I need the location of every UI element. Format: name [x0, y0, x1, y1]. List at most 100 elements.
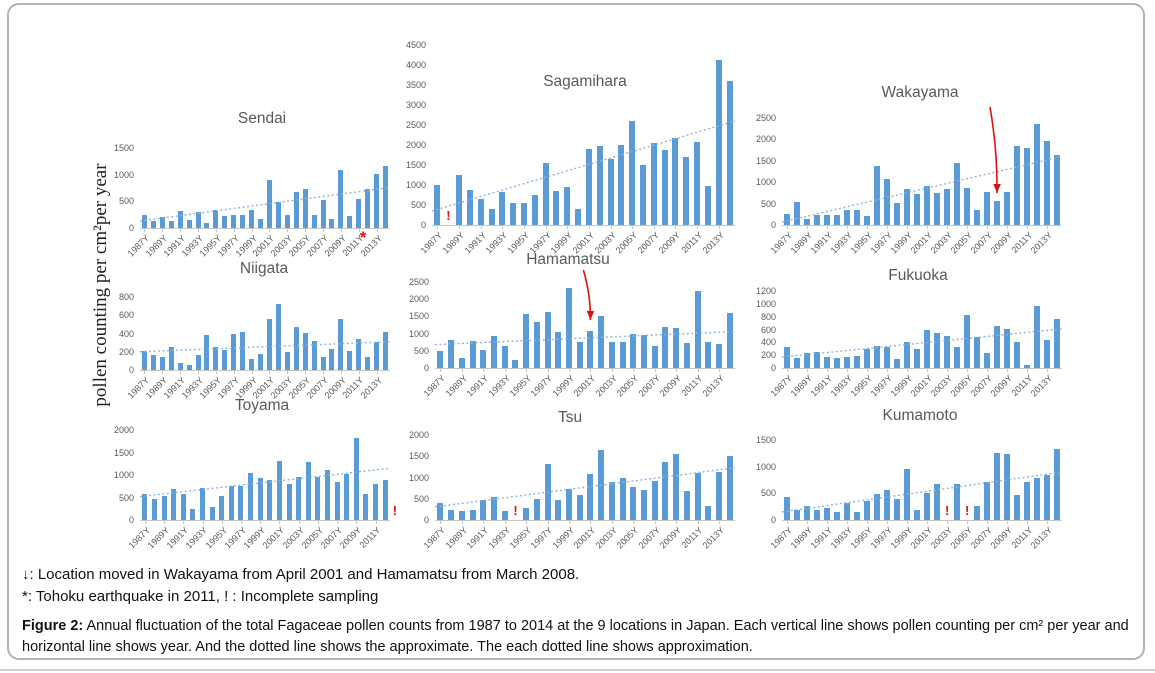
bar: [159, 357, 165, 370]
bar: [209, 507, 215, 520]
bar: [640, 335, 647, 368]
bar: [204, 335, 210, 370]
x-tick-mark: [233, 229, 235, 232]
x-tick-mark: [807, 521, 808, 524]
trend-overlay-tsu: [434, 467, 736, 508]
bar: [994, 326, 1000, 368]
bar: [683, 343, 690, 368]
bar: [964, 315, 970, 368]
x-tick-mark: [144, 521, 146, 524]
bar: [353, 438, 359, 520]
y-tick-label: 500: [413, 345, 429, 356]
bar: [533, 499, 540, 520]
x-tick-mark: [215, 229, 217, 232]
y-tick-label: 1500: [113, 143, 134, 153]
bar: [1004, 192, 1010, 225]
incomplete-sampling-mark: !: [446, 208, 451, 223]
x-tick-mark: [907, 226, 908, 229]
bar: [587, 331, 594, 368]
bar: [286, 484, 292, 520]
y-tick-label: 0: [128, 365, 134, 375]
bar: [834, 512, 840, 520]
chart-title-toyama: Toyama: [234, 397, 290, 414]
trend-line: [781, 328, 1063, 358]
bar: [630, 334, 637, 368]
chart-title-sagamihara: Sagamihara: [543, 73, 627, 90]
y-tick-label: 500: [413, 493, 429, 504]
chart-title-kumamoto: Kumamoto: [882, 407, 958, 424]
bar: [231, 215, 237, 228]
x-tick-mark: [340, 229, 342, 232]
bar: [512, 360, 519, 368]
bar: [1014, 495, 1020, 520]
chart-title-tsu: Tsu: [557, 409, 583, 426]
x-tick-mark: [947, 521, 948, 524]
x-axis-line: [432, 225, 735, 226]
bar: [1024, 365, 1030, 368]
bar: [141, 351, 147, 370]
bar: [924, 330, 930, 368]
x-tick-mark: [269, 371, 271, 374]
note-location-moved: ↓: Location moved in Wakayama from April…: [22, 566, 580, 583]
bar: [490, 336, 497, 368]
x-tick-mark: [526, 369, 528, 372]
bar: [726, 456, 733, 520]
bar: [662, 327, 669, 368]
bar: [954, 163, 960, 225]
figure-caption-text: Annual fluctuation of the total Fagaceae…: [22, 618, 1129, 655]
bar: [576, 495, 583, 520]
trend-overlay-wakayama: [781, 106, 1063, 223]
bar: [477, 199, 484, 225]
bar: [448, 340, 455, 368]
x-tick-mark: [654, 369, 656, 372]
bar: [168, 347, 174, 370]
bar: [619, 342, 626, 368]
bar: [824, 215, 830, 225]
y-tick-label: 1000: [755, 461, 776, 472]
x-tick-mark: [887, 369, 888, 372]
bar: [499, 192, 506, 225]
bar: [934, 484, 940, 520]
y-tick-label: 4500: [405, 40, 426, 50]
bar: [329, 349, 335, 370]
x-tick-mark: [1007, 369, 1008, 372]
chart-title-sendai: Sendai: [237, 110, 287, 127]
bar: [844, 210, 850, 225]
bar: [315, 477, 321, 520]
x-tick-mark: [502, 226, 504, 229]
trend-overlay-niigata: [139, 341, 391, 353]
bar: [186, 365, 192, 370]
x-tick-mark: [907, 369, 908, 372]
bar: [1054, 319, 1060, 368]
y-tick-label: 2000: [755, 134, 776, 145]
x-tick-mark: [337, 521, 339, 524]
x-tick-mark: [947, 226, 948, 229]
trend-overlay-fukuoka: [781, 328, 1063, 358]
x-tick-mark: [827, 226, 828, 229]
bar: [576, 342, 583, 368]
x-tick-mark: [375, 521, 377, 524]
x-tick-mark: [526, 521, 528, 524]
x-tick-mark: [847, 226, 848, 229]
x-tick-mark: [887, 226, 888, 229]
bar: [1034, 478, 1040, 520]
x-axis-line: [435, 520, 735, 521]
trend-line: [781, 155, 1063, 223]
bar: [1014, 342, 1020, 368]
x-tick-mark: [807, 226, 808, 229]
bar: [141, 215, 147, 228]
y-tick-label: 0: [770, 220, 776, 230]
bar: [894, 359, 900, 368]
bar: [325, 470, 330, 520]
bar: [434, 185, 441, 225]
bar: [630, 487, 637, 520]
bar: [864, 216, 870, 225]
bar: [1004, 329, 1010, 368]
bar: [347, 351, 353, 370]
bar: [587, 474, 594, 520]
bar: [804, 506, 810, 520]
y-tick-label: 500: [410, 200, 426, 210]
x-tick-mark: [162, 371, 164, 374]
y-tick-label: 1000: [408, 472, 429, 483]
x-tick-mark: [545, 226, 547, 229]
